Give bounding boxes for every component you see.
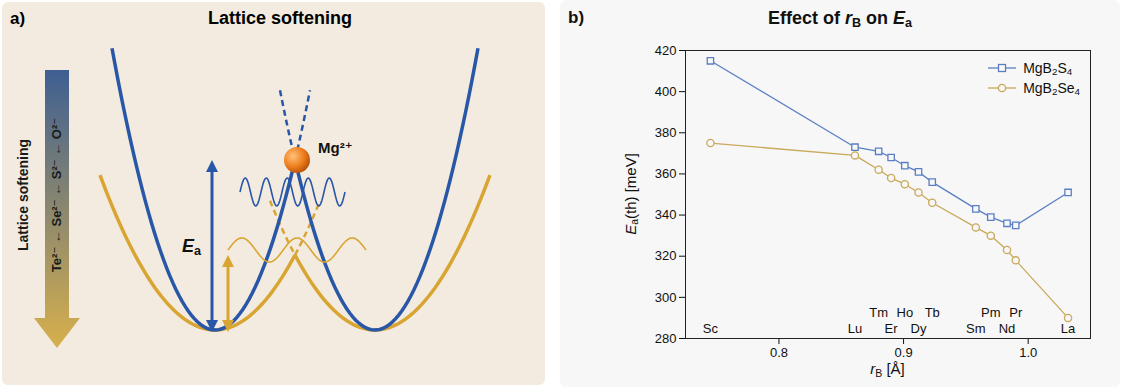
svg-text:340: 340 xyxy=(655,207,677,222)
svg-text:Pr: Pr xyxy=(1009,305,1023,320)
svg-text:400: 400 xyxy=(655,84,677,99)
svg-text:320: 320 xyxy=(655,248,677,263)
svg-text:Nd: Nd xyxy=(999,321,1016,336)
svg-text:Dy: Dy xyxy=(911,321,927,336)
svg-text:Lu: Lu xyxy=(848,321,862,336)
svg-text:a): a) xyxy=(10,9,25,28)
svg-text:La: La xyxy=(1061,321,1076,336)
svg-text:Te²⁻ ← Se²⁻ ← S²⁻ ← O²⁻: Te²⁻ ← Se²⁻ ← S²⁻ ← O²⁻ xyxy=(49,118,64,272)
html-text:MgB2Se4: MgB2Se4 xyxy=(1023,80,1080,98)
svg-text:Lattice softening: Lattice softening xyxy=(15,139,31,251)
html-text:Effect of rBon Ea: Effect of rBon Ea xyxy=(767,8,913,31)
svg-text:380: 380 xyxy=(655,125,677,140)
svg-text:0.8: 0.8 xyxy=(770,345,788,360)
svg-text:0.9: 0.9 xyxy=(895,345,913,360)
svg-text:Tb: Tb xyxy=(925,305,940,320)
svg-text:420: 420 xyxy=(655,43,677,58)
svg-text:Er: Er xyxy=(885,321,899,336)
html-text:Ea: Ea xyxy=(182,236,201,259)
svg-text:Ho: Ho xyxy=(897,305,914,320)
html-text:(th) [meV]: (th) [meV] xyxy=(621,153,639,219)
html-text:MgB2S4: MgB2S4 xyxy=(1023,60,1073,78)
svg-text:Lattice softening: Lattice softening xyxy=(208,8,352,28)
svg-text:1.0: 1.0 xyxy=(1019,345,1037,360)
svg-text:280: 280 xyxy=(655,331,677,346)
html-text:b): b) xyxy=(568,8,584,27)
svg-text:Sc: Sc xyxy=(703,321,719,336)
svg-text:360: 360 xyxy=(655,166,677,181)
html-text:rB[Å]: rB[Å] xyxy=(870,360,905,379)
svg-text:Sm: Sm xyxy=(966,321,986,336)
html-text:a: a xyxy=(628,219,641,225)
svg-text:Tm: Tm xyxy=(869,305,888,320)
svg-text:Pm: Pm xyxy=(981,305,1001,320)
svg-text:Mg²⁺: Mg²⁺ xyxy=(318,139,353,156)
html-text:E: E xyxy=(621,224,639,235)
svg-text:300: 300 xyxy=(655,290,677,305)
